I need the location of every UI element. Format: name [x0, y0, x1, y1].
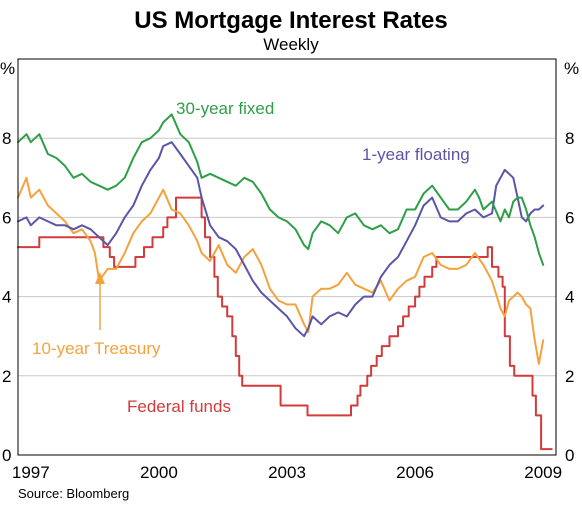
label-1-year-floating: 1-year floating	[362, 145, 470, 164]
y-tick-left-0: 0	[2, 446, 11, 465]
x-tick-1997: 1997	[12, 463, 50, 482]
chart-subtitle: Weekly	[263, 35, 319, 54]
x-tick-2006: 2006	[396, 463, 434, 482]
series-label-30-year-fixed: 30-year fixed	[176, 99, 274, 118]
label-10-year-treasury: 10-year Treasury	[32, 339, 161, 358]
y-tick-right-8: 8	[565, 129, 574, 148]
y-unit-right: %	[564, 59, 579, 78]
series-line-30-year-fixed	[17, 113, 545, 266]
treasury-pointer-arrow	[95, 272, 105, 330]
y-tick-left-4: 4	[2, 288, 11, 307]
y-unit-left: %	[0, 59, 15, 78]
x-tick-labels: 1997 2000 2003 2006 2009	[12, 463, 562, 482]
y-tick-labels-left: 0 2 4 6 8	[2, 129, 11, 465]
series-group	[17, 113, 553, 451]
x-tick-2000: 2000	[140, 463, 178, 482]
label-federal-funds: Federal funds	[127, 397, 231, 416]
y-tick-labels-right: 0 2 4 6 8	[565, 129, 574, 465]
y-tick-left-2: 2	[2, 367, 11, 386]
y-tick-left-8: 8	[2, 129, 11, 148]
y-tick-left-6: 6	[2, 208, 11, 227]
y-tick-right-4: 4	[565, 288, 574, 307]
chart-title: US Mortgage Interest Rates	[134, 7, 447, 34]
label-30-year-fixed: 30-year fixed	[176, 99, 274, 118]
source-note: Source: Bloomberg	[18, 486, 129, 501]
y-tick-right-0: 0	[565, 446, 574, 465]
plot-frame	[17, 58, 557, 456]
series-line-1-year-floating	[17, 141, 545, 338]
x-tick-2009: 2009	[524, 463, 562, 482]
series-line-10-year-treasury	[17, 176, 545, 365]
series-line-federal-funds	[17, 196, 553, 451]
y-tick-right-2: 2	[565, 367, 574, 386]
grid-lines	[18, 137, 556, 377]
y-tick-right-6: 6	[565, 208, 574, 227]
x-tick-2003: 2003	[268, 463, 306, 482]
